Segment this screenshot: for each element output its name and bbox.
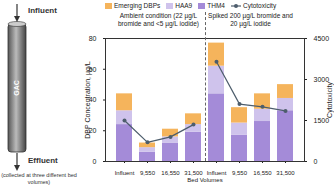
svg-text:DBP Concentration, µg/L: DBP Concentration, µg/L [84, 61, 92, 139]
svg-text:60: 60 [88, 65, 97, 73]
svg-text:Bed Volumes: Bed Volumes [187, 177, 222, 183]
html-text:(collected at three different: (collected at three different bed volume… [1, 172, 77, 185]
svg-text:31,500: 31,500 [184, 170, 203, 176]
svg-text:40: 40 [88, 96, 97, 104]
svg-text:GAC: GAC [13, 80, 20, 96]
html-text:HAA9: HAA9 [175, 2, 193, 9]
html-text:THM4: THM4 [207, 2, 225, 9]
svg-text:1500: 1500 [313, 116, 330, 124]
svg-text:0: 0 [314, 158, 318, 165]
html-text:Influent: Influent [28, 6, 57, 15]
svg-text:31,500: 31,500 [276, 170, 295, 176]
svg-text:3000: 3000 [314, 76, 330, 83]
html-text:Effluent: Effluent [28, 156, 58, 165]
svg-text:0: 0 [93, 158, 97, 165]
svg-text:Influent: Influent [115, 170, 135, 176]
svg-text:4500: 4500 [314, 35, 330, 42]
html-text:Spiked 200 µg/L bromide and 20: Spiked 200 µg/L bromide and 20 µg/L iodi… [208, 12, 293, 27]
html-text:Ambient condition (22 µg/L bro: Ambient condition (22 µg/L bromide and <… [118, 12, 199, 27]
svg-text:16,550: 16,550 [161, 170, 180, 176]
svg-text:9,550: 9,550 [140, 170, 156, 176]
svg-text:9,550: 9,550 [232, 170, 248, 176]
svg-text:16,550: 16,550 [253, 170, 272, 176]
svg-text:20: 20 [88, 127, 97, 134]
html-text:Cytotoxicity: Cytotoxicity [242, 2, 277, 9]
svg-text:Influent: Influent [207, 170, 227, 176]
html-text:Emerging DBPs: Emerging DBPs [114, 2, 161, 9]
svg-text:80: 80 [89, 35, 97, 42]
svg-text:Cytotoxicity: Cytotoxicity [326, 82, 334, 118]
